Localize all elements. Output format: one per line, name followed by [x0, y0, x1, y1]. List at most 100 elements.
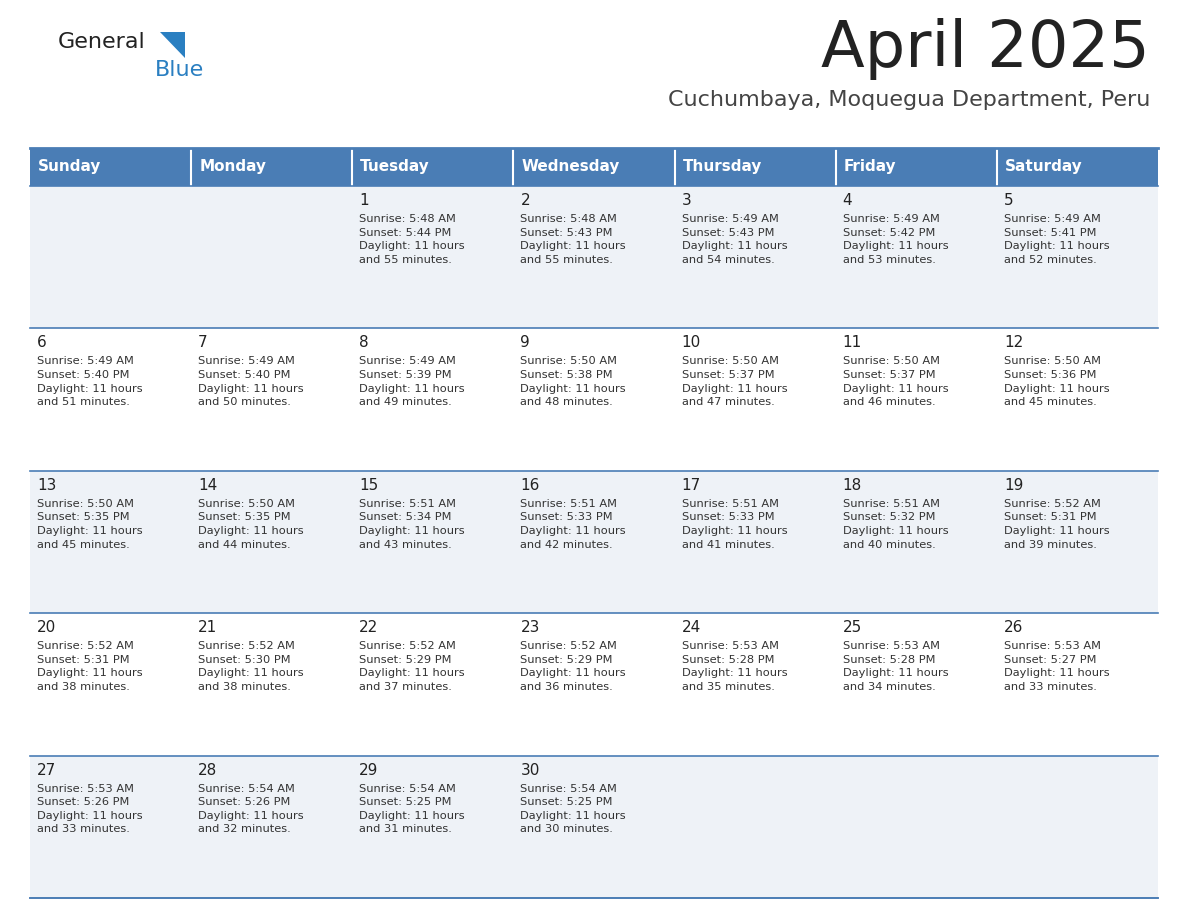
Bar: [675, 471, 835, 613]
Bar: [353, 613, 513, 756]
Bar: [513, 613, 675, 756]
Bar: [997, 471, 1158, 613]
Text: Sunday: Sunday: [38, 160, 101, 174]
Bar: [835, 148, 997, 186]
Bar: [353, 148, 513, 186]
Text: 21: 21: [198, 621, 217, 635]
Text: 11: 11: [842, 335, 862, 351]
Bar: [30, 471, 191, 613]
Text: Sunrise: 5:51 AM
Sunset: 5:32 PM
Daylight: 11 hours
and 40 minutes.: Sunrise: 5:51 AM Sunset: 5:32 PM Dayligh…: [842, 498, 948, 550]
Bar: [353, 329, 513, 471]
Text: 28: 28: [198, 763, 217, 778]
Text: 5: 5: [1004, 193, 1013, 208]
Text: 8: 8: [359, 335, 369, 351]
Text: Wednesday: Wednesday: [522, 160, 620, 174]
Text: Sunrise: 5:51 AM
Sunset: 5:34 PM
Daylight: 11 hours
and 43 minutes.: Sunrise: 5:51 AM Sunset: 5:34 PM Dayligh…: [359, 498, 465, 550]
Bar: [513, 148, 675, 186]
Bar: [353, 756, 513, 898]
Text: 9: 9: [520, 335, 530, 351]
Text: Sunrise: 5:54 AM
Sunset: 5:25 PM
Daylight: 11 hours
and 31 minutes.: Sunrise: 5:54 AM Sunset: 5:25 PM Dayligh…: [359, 784, 465, 834]
Text: Sunrise: 5:53 AM
Sunset: 5:28 PM
Daylight: 11 hours
and 34 minutes.: Sunrise: 5:53 AM Sunset: 5:28 PM Dayligh…: [842, 641, 948, 692]
Polygon shape: [160, 32, 185, 58]
Text: 20: 20: [37, 621, 56, 635]
Text: Sunrise: 5:50 AM
Sunset: 5:35 PM
Daylight: 11 hours
and 44 minutes.: Sunrise: 5:50 AM Sunset: 5:35 PM Dayligh…: [198, 498, 304, 550]
Text: Monday: Monday: [200, 160, 266, 174]
Bar: [30, 613, 191, 756]
Text: Sunrise: 5:52 AM
Sunset: 5:30 PM
Daylight: 11 hours
and 38 minutes.: Sunrise: 5:52 AM Sunset: 5:30 PM Dayligh…: [198, 641, 304, 692]
Text: Sunrise: 5:49 AM
Sunset: 5:42 PM
Daylight: 11 hours
and 53 minutes.: Sunrise: 5:49 AM Sunset: 5:42 PM Dayligh…: [842, 214, 948, 264]
Bar: [513, 756, 675, 898]
Bar: [191, 613, 353, 756]
Bar: [675, 148, 835, 186]
Bar: [835, 613, 997, 756]
Text: 27: 27: [37, 763, 56, 778]
Bar: [30, 329, 191, 471]
Text: Sunrise: 5:49 AM
Sunset: 5:39 PM
Daylight: 11 hours
and 49 minutes.: Sunrise: 5:49 AM Sunset: 5:39 PM Dayligh…: [359, 356, 465, 408]
Text: Tuesday: Tuesday: [360, 160, 430, 174]
Text: 19: 19: [1004, 477, 1023, 493]
Text: Cuchumbaya, Moquegua Department, Peru: Cuchumbaya, Moquegua Department, Peru: [668, 90, 1150, 110]
Bar: [997, 613, 1158, 756]
Bar: [675, 186, 835, 329]
Text: 30: 30: [520, 763, 539, 778]
Text: 14: 14: [198, 477, 217, 493]
Bar: [997, 148, 1158, 186]
Text: 18: 18: [842, 477, 862, 493]
Text: Sunrise: 5:48 AM
Sunset: 5:44 PM
Daylight: 11 hours
and 55 minutes.: Sunrise: 5:48 AM Sunset: 5:44 PM Dayligh…: [359, 214, 465, 264]
Text: 3: 3: [682, 193, 691, 208]
Bar: [191, 148, 353, 186]
Text: 10: 10: [682, 335, 701, 351]
Text: April 2025: April 2025: [821, 18, 1150, 80]
Text: Sunrise: 5:50 AM
Sunset: 5:37 PM
Daylight: 11 hours
and 47 minutes.: Sunrise: 5:50 AM Sunset: 5:37 PM Dayligh…: [682, 356, 788, 408]
Bar: [997, 186, 1158, 329]
Text: Sunrise: 5:52 AM
Sunset: 5:29 PM
Daylight: 11 hours
and 37 minutes.: Sunrise: 5:52 AM Sunset: 5:29 PM Dayligh…: [359, 641, 465, 692]
Text: General: General: [58, 32, 146, 52]
Bar: [30, 756, 191, 898]
Text: 26: 26: [1004, 621, 1023, 635]
Bar: [675, 613, 835, 756]
Bar: [191, 186, 353, 329]
Bar: [191, 329, 353, 471]
Bar: [30, 148, 191, 186]
Text: Sunrise: 5:52 AM
Sunset: 5:29 PM
Daylight: 11 hours
and 36 minutes.: Sunrise: 5:52 AM Sunset: 5:29 PM Dayligh…: [520, 641, 626, 692]
Text: 13: 13: [37, 477, 56, 493]
Bar: [675, 756, 835, 898]
Text: Sunrise: 5:50 AM
Sunset: 5:37 PM
Daylight: 11 hours
and 46 minutes.: Sunrise: 5:50 AM Sunset: 5:37 PM Dayligh…: [842, 356, 948, 408]
Text: 25: 25: [842, 621, 862, 635]
Text: 23: 23: [520, 621, 539, 635]
Text: 15: 15: [359, 477, 379, 493]
Bar: [997, 756, 1158, 898]
Text: Sunrise: 5:50 AM
Sunset: 5:36 PM
Daylight: 11 hours
and 45 minutes.: Sunrise: 5:50 AM Sunset: 5:36 PM Dayligh…: [1004, 356, 1110, 408]
Bar: [513, 329, 675, 471]
Text: Sunrise: 5:49 AM
Sunset: 5:41 PM
Daylight: 11 hours
and 52 minutes.: Sunrise: 5:49 AM Sunset: 5:41 PM Dayligh…: [1004, 214, 1110, 264]
Bar: [675, 329, 835, 471]
Text: 4: 4: [842, 193, 852, 208]
Text: Friday: Friday: [843, 160, 896, 174]
Text: 7: 7: [198, 335, 208, 351]
Bar: [191, 471, 353, 613]
Text: 2: 2: [520, 193, 530, 208]
Bar: [835, 756, 997, 898]
Text: 22: 22: [359, 621, 379, 635]
Text: Sunrise: 5:53 AM
Sunset: 5:27 PM
Daylight: 11 hours
and 33 minutes.: Sunrise: 5:53 AM Sunset: 5:27 PM Dayligh…: [1004, 641, 1110, 692]
Bar: [835, 186, 997, 329]
Bar: [191, 756, 353, 898]
Text: Sunrise: 5:49 AM
Sunset: 5:40 PM
Daylight: 11 hours
and 51 minutes.: Sunrise: 5:49 AM Sunset: 5:40 PM Dayligh…: [37, 356, 143, 408]
Text: 1: 1: [359, 193, 369, 208]
Text: Sunrise: 5:49 AM
Sunset: 5:43 PM
Daylight: 11 hours
and 54 minutes.: Sunrise: 5:49 AM Sunset: 5:43 PM Dayligh…: [682, 214, 788, 264]
Bar: [353, 471, 513, 613]
Text: Sunrise: 5:51 AM
Sunset: 5:33 PM
Daylight: 11 hours
and 41 minutes.: Sunrise: 5:51 AM Sunset: 5:33 PM Dayligh…: [682, 498, 788, 550]
Text: Sunrise: 5:49 AM
Sunset: 5:40 PM
Daylight: 11 hours
and 50 minutes.: Sunrise: 5:49 AM Sunset: 5:40 PM Dayligh…: [198, 356, 304, 408]
Bar: [997, 329, 1158, 471]
Text: 16: 16: [520, 477, 539, 493]
Text: 17: 17: [682, 477, 701, 493]
Text: Sunrise: 5:51 AM
Sunset: 5:33 PM
Daylight: 11 hours
and 42 minutes.: Sunrise: 5:51 AM Sunset: 5:33 PM Dayligh…: [520, 498, 626, 550]
Text: Sunrise: 5:52 AM
Sunset: 5:31 PM
Daylight: 11 hours
and 38 minutes.: Sunrise: 5:52 AM Sunset: 5:31 PM Dayligh…: [37, 641, 143, 692]
Text: 6: 6: [37, 335, 46, 351]
Text: 29: 29: [359, 763, 379, 778]
Text: Sunrise: 5:54 AM
Sunset: 5:26 PM
Daylight: 11 hours
and 32 minutes.: Sunrise: 5:54 AM Sunset: 5:26 PM Dayligh…: [198, 784, 304, 834]
Text: Sunrise: 5:53 AM
Sunset: 5:28 PM
Daylight: 11 hours
and 35 minutes.: Sunrise: 5:53 AM Sunset: 5:28 PM Dayligh…: [682, 641, 788, 692]
Text: Blue: Blue: [154, 60, 204, 80]
Text: 12: 12: [1004, 335, 1023, 351]
Text: Sunrise: 5:53 AM
Sunset: 5:26 PM
Daylight: 11 hours
and 33 minutes.: Sunrise: 5:53 AM Sunset: 5:26 PM Dayligh…: [37, 784, 143, 834]
